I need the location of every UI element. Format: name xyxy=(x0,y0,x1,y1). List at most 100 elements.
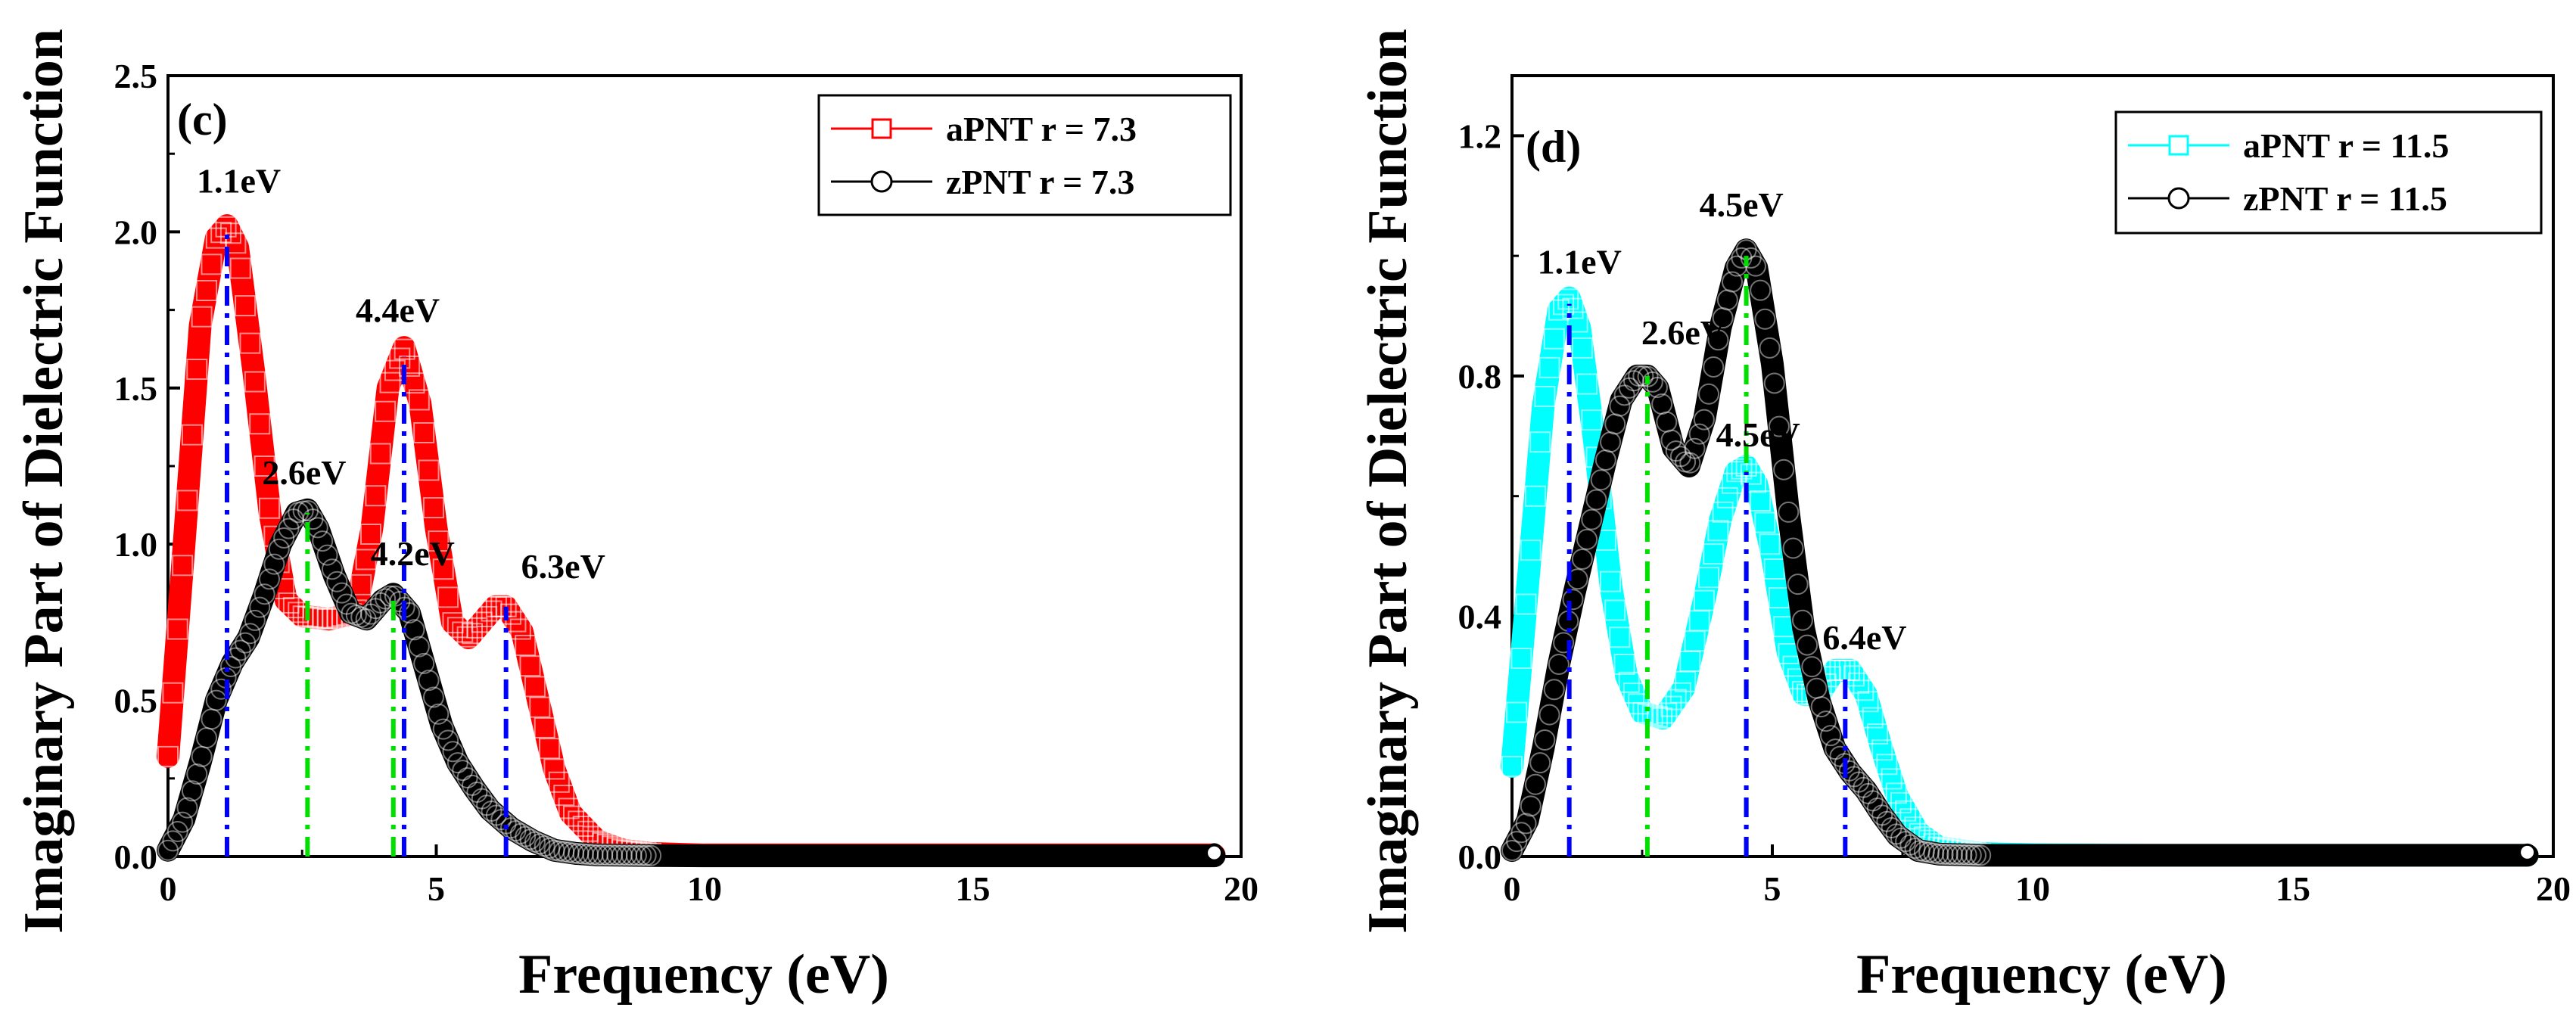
legend-square-icon xyxy=(2168,135,2189,156)
series-marker xyxy=(181,780,203,802)
legend-label: aPNT r = 7.3 xyxy=(946,110,1137,148)
series-marker xyxy=(408,636,430,658)
series-marker xyxy=(635,844,657,866)
x-tick-label: 5 xyxy=(1764,869,1781,908)
series-marker xyxy=(1506,701,1528,723)
legend-label: zPNT r = 7.3 xyxy=(946,163,1134,201)
series-marker xyxy=(1571,337,1593,359)
series-marker xyxy=(577,844,599,866)
peak-annotation: 6.3eV xyxy=(521,547,605,586)
series-marker xyxy=(1669,682,1691,704)
series-marker xyxy=(1571,549,1593,571)
series-marker xyxy=(205,689,227,711)
series-marker xyxy=(1693,409,1715,431)
series-marker xyxy=(1693,589,1715,611)
series-marker xyxy=(616,844,638,866)
chart-panel-c: 0 5 10 15 20 0.0 0.5 1.0 1.5 2.0 2.5 Frequency (eV)… xyxy=(13,29,1258,1006)
series-marker xyxy=(413,652,435,674)
series-marker xyxy=(1722,271,1744,293)
series-marker xyxy=(157,745,179,767)
series-marker xyxy=(1609,395,1631,417)
series-marker xyxy=(437,729,459,751)
series-marker xyxy=(1866,797,1888,819)
series-marker xyxy=(229,639,251,661)
series-marker xyxy=(1538,704,1560,726)
legend-box xyxy=(817,94,1232,216)
series-marker xyxy=(408,389,430,411)
series-marker xyxy=(191,306,213,328)
series-marker xyxy=(360,523,382,545)
series-marker xyxy=(568,843,590,865)
series-marker xyxy=(1515,593,1537,615)
series-marker xyxy=(201,708,222,730)
series-marker xyxy=(1876,810,1898,832)
series-marker xyxy=(505,820,527,842)
series-marker xyxy=(1590,469,1612,491)
series-marker xyxy=(1965,844,1987,866)
series-marker xyxy=(515,825,537,847)
series-end-marker xyxy=(1206,844,1224,862)
x-tick-label: 15 xyxy=(2276,869,2310,908)
series-marker xyxy=(244,609,266,631)
series-marker xyxy=(422,497,444,519)
series-marker xyxy=(413,421,435,443)
series-marker xyxy=(553,785,575,807)
series-marker xyxy=(1923,842,1945,864)
series-marker xyxy=(1773,459,1795,480)
series-marker xyxy=(1510,648,1532,670)
series-marker xyxy=(534,717,555,738)
chart-panel-d: 0 5 10 15 20 0.0 0.4 0.8 1.2 Frequency (eV) Imagin… xyxy=(1357,29,2571,1006)
series-marker xyxy=(1703,356,1725,378)
legend: aPNT r = 7.3 zPNT r = 7.3 xyxy=(817,94,1232,216)
peak-annotation: 4.5eV xyxy=(1700,185,1784,224)
series-marker xyxy=(235,632,257,654)
series-marker xyxy=(1806,677,1828,699)
series-marker xyxy=(1754,308,1776,330)
y-tick-label: 0.5 xyxy=(114,682,158,720)
series-marker xyxy=(1628,365,1650,387)
series-marker xyxy=(539,738,561,760)
series-marker xyxy=(186,763,208,785)
series-marker xyxy=(176,797,198,819)
peak-annotation: 4.4eV xyxy=(356,291,440,330)
series-marker xyxy=(162,682,184,704)
series-marker xyxy=(524,831,546,853)
series-marker xyxy=(1927,843,1949,865)
series-marker xyxy=(1543,679,1565,701)
series-marker xyxy=(529,696,551,718)
series-marker xyxy=(1810,696,1832,718)
series-marker xyxy=(1515,813,1537,835)
series-marker xyxy=(365,485,387,507)
series-marker xyxy=(1815,710,1837,732)
x-tick-label: 15 xyxy=(956,869,991,908)
series-marker xyxy=(625,844,647,866)
series-marker xyxy=(1712,501,1734,523)
series-marker xyxy=(534,835,555,857)
series-marker xyxy=(1562,297,1584,319)
series-marker xyxy=(1838,760,1860,782)
series-marker xyxy=(1801,656,1823,678)
series-marker xyxy=(379,585,401,607)
series-marker xyxy=(1646,377,1668,399)
series-marker xyxy=(278,518,300,539)
series-marker xyxy=(1881,817,1902,839)
legend-circle-icon xyxy=(870,170,893,193)
series-marker xyxy=(1675,451,1697,473)
panel-label: (d) xyxy=(1526,122,1581,172)
series-marker xyxy=(432,718,454,740)
series-marker xyxy=(1848,771,1870,793)
series-marker xyxy=(1904,838,1926,860)
x-tick-label: 20 xyxy=(1224,869,1258,908)
series-marker xyxy=(606,844,628,866)
series-marker xyxy=(316,544,338,566)
series-marker xyxy=(1594,449,1616,471)
series-marker xyxy=(481,800,502,822)
legend-label: aPNT r = 11.5 xyxy=(2243,126,2449,165)
series-marker xyxy=(1618,671,1640,693)
series-marker xyxy=(1791,609,1813,631)
series-marker xyxy=(586,844,608,866)
series-marker xyxy=(196,280,218,302)
series-marker xyxy=(172,555,194,577)
series-marker xyxy=(1703,543,1725,565)
